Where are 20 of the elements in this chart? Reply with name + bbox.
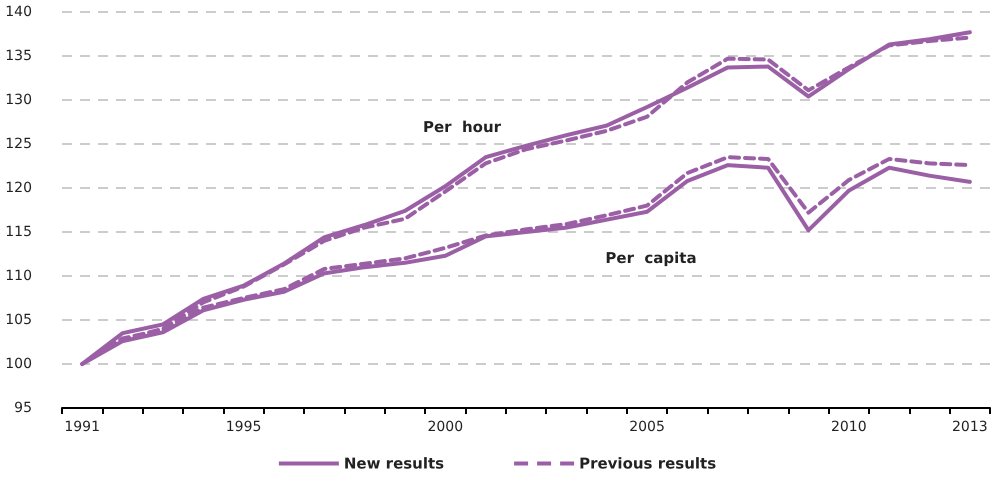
- x-tick-label: 2000: [427, 419, 464, 435]
- y-tick-label: 105: [5, 312, 32, 328]
- x-tick-label: 1995: [226, 419, 262, 435]
- x-tick-label: 2013: [952, 419, 988, 435]
- y-tick-label: 110: [5, 268, 32, 284]
- y-tick-label: 120: [5, 180, 32, 196]
- x-tick-label: 1991: [64, 419, 100, 435]
- x-tick-label: 2005: [629, 419, 665, 435]
- y-tick-label: 115: [5, 224, 32, 240]
- y-tick-label: 130: [5, 92, 32, 108]
- y-tick-label: 100: [5, 356, 32, 372]
- annotation: Per hour: [422, 118, 502, 136]
- y-tick-label: 125: [5, 136, 32, 152]
- legend-label: Previous results: [579, 454, 716, 472]
- annotation: Per capita: [605, 249, 697, 267]
- x-tick-label: 2010: [830, 419, 867, 435]
- y-tick-label: 140: [5, 4, 32, 20]
- legend-label: New results: [344, 454, 444, 472]
- y-tick-label: 135: [5, 48, 32, 64]
- y-tick-label: 95: [14, 400, 32, 416]
